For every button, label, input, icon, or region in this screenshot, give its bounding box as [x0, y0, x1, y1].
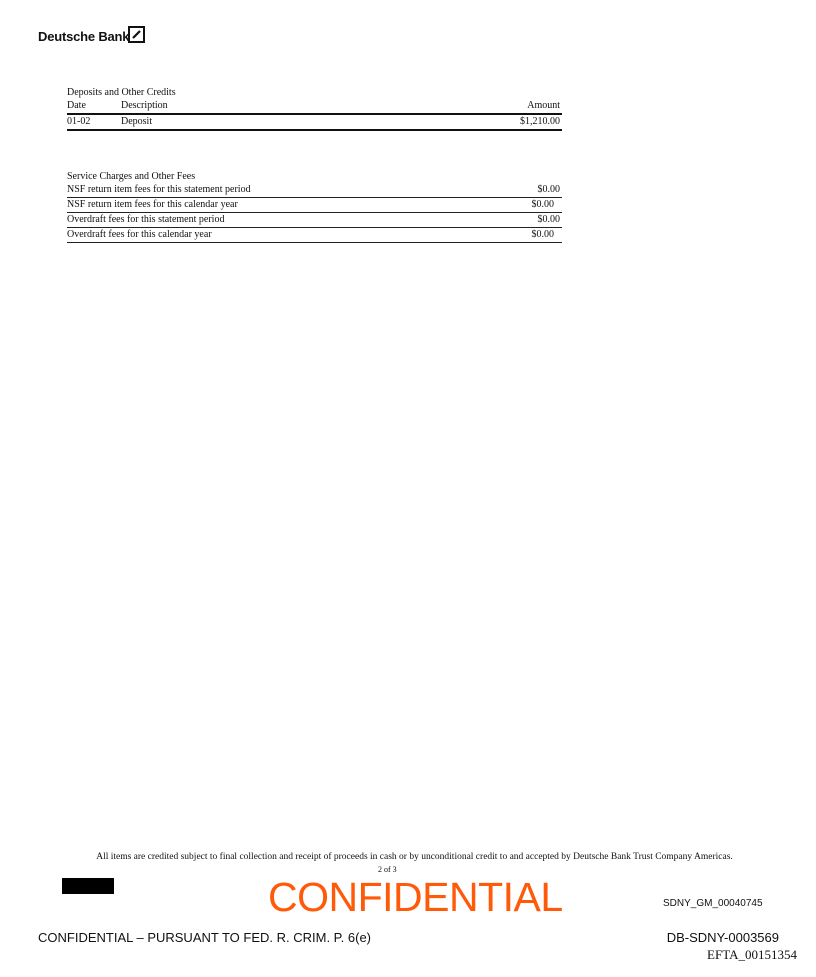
row-description: Deposit — [121, 116, 153, 127]
confidential-stamp: CONFIDENTIAL — [268, 874, 563, 920]
fees-title: Service Charges and Other Fees — [67, 171, 196, 182]
table-row: Overdraft fees for this calendar year $0… — [67, 228, 562, 243]
row-amount: $1,210.00 — [520, 116, 560, 127]
fees-table: Service Charges and Other Fees NSF retur… — [67, 170, 562, 243]
efta-number: EFTA_00151354 — [707, 947, 797, 962]
footer-note: All items are credited subject to final … — [96, 852, 733, 862]
fee-amount: $0.00 — [537, 214, 561, 225]
fee-amount: $0.00 — [531, 199, 555, 210]
row-date: 01-02 — [67, 116, 91, 127]
deposits-table: Deposits and Other Credits Date Descript… — [67, 86, 562, 131]
fee-label: NSF return item fees for this statement … — [67, 184, 251, 195]
redaction-box — [62, 878, 114, 894]
col-date: Date — [67, 100, 86, 111]
fee-amount: $0.00 — [537, 184, 561, 195]
bates-db-sdny: DB-SDNY-0003569 — [666, 930, 779, 945]
fee-amount: $0.00 — [531, 229, 555, 240]
table-row: 01-02 Deposit $1,210.00 — [67, 115, 562, 131]
table-row: NSF return item fees for this statement … — [67, 183, 562, 198]
logo-text: Deutsche Bank — [38, 29, 130, 44]
deposits-title: Deposits and Other Credits — [67, 87, 176, 98]
page-number: 2 of 3 — [378, 865, 397, 874]
deutsche-bank-logo-icon — [128, 26, 145, 43]
fee-label: Overdraft fees for this statement period — [67, 214, 225, 225]
table-row: Overdraft fees for this statement period… — [67, 213, 562, 228]
bates-sdny-gm: SDNY_GM_00040745 — [663, 898, 763, 909]
table-row: NSF return item fees for this calendar y… — [67, 198, 562, 213]
col-description: Description — [121, 100, 168, 111]
confidential-notice: CONFIDENTIAL – PURSUANT TO FED. R. CRIM.… — [38, 930, 372, 945]
col-amount: Amount — [527, 100, 560, 111]
fee-label: NSF return item fees for this calendar y… — [67, 199, 238, 210]
table-header: Date Description Amount — [67, 99, 562, 115]
fee-label: Overdraft fees for this calendar year — [67, 229, 212, 240]
